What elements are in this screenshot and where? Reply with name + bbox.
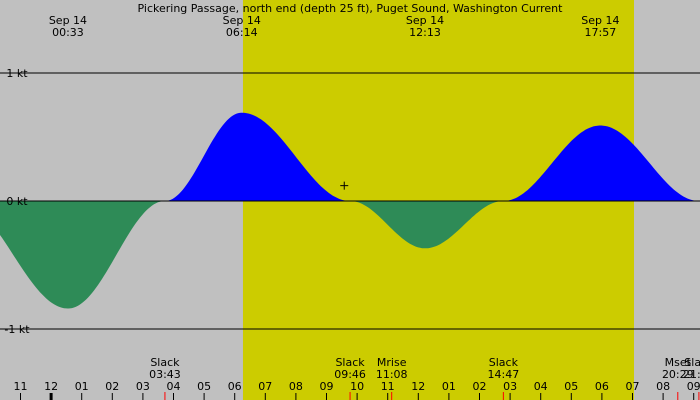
event-time-label: 11:08	[376, 368, 408, 381]
extremum-date-label: Sep 14	[406, 14, 444, 27]
hour-tick-label: 03	[503, 380, 517, 393]
hour-tick-label: 12	[411, 380, 425, 393]
event-time-label: 09:46	[334, 368, 366, 381]
event-name-label: Mset	[665, 356, 692, 369]
hour-tick-label: 02	[105, 380, 119, 393]
event-time-label: 21:10	[683, 368, 700, 381]
event-time-label: 14:47	[488, 368, 520, 381]
hour-tick-label: 11	[14, 380, 28, 393]
extremum-date-label: Sep 14	[581, 14, 619, 27]
event-time-label: 20:29	[662, 368, 694, 381]
ebb-area	[0, 201, 165, 309]
hour-tick-label: 10	[350, 380, 364, 393]
hour-tick-label: 09	[320, 380, 334, 393]
event-name-label: Slack	[684, 356, 700, 369]
extremum-date-label: Sep 14	[49, 14, 87, 27]
hour-tick-label: 02	[473, 380, 487, 393]
chart-title: Pickering Passage, north end (depth 25 f…	[138, 2, 564, 15]
hour-tick-label: 06	[228, 380, 242, 393]
extremum-time-label: 17:57	[585, 26, 617, 39]
extremum-time-label: 12:13	[409, 26, 441, 39]
hour-tick-label: 11	[381, 380, 395, 393]
hour-tick-label: 04	[167, 380, 181, 393]
hour-tick-label: 06	[595, 380, 609, 393]
hour-tick-label: 03	[136, 380, 150, 393]
hour-tick-label: 07	[258, 380, 272, 393]
hour-tick-label: 01	[442, 380, 456, 393]
hour-tick-label: 09	[687, 380, 700, 393]
hour-tick-label: 07	[626, 380, 640, 393]
ebb-area	[350, 201, 504, 249]
event-name-label: Slack	[335, 356, 365, 369]
extremum-date-label: Sep 14	[223, 14, 261, 27]
hour-tick-label: 01	[75, 380, 89, 393]
extremum-time-label: 06:14	[226, 26, 258, 39]
y-tick-label: -1 kt	[4, 323, 30, 336]
hour-tick-label: 05	[564, 380, 578, 393]
hour-tick-label: 08	[289, 380, 303, 393]
hour-tick-label: 04	[534, 380, 548, 393]
hour-tick-label: 05	[197, 380, 211, 393]
event-time-label: 03:43	[149, 368, 181, 381]
extremum-time-label: 00:33	[52, 26, 84, 39]
flood-area	[164, 112, 351, 201]
event-name-label: Slack	[489, 356, 519, 369]
hour-tick-label: 12	[44, 380, 58, 393]
event-name-label: Mrise	[377, 356, 407, 369]
y-tick-label: 1 kt	[6, 67, 28, 80]
event-name-label: Slack	[150, 356, 180, 369]
y-tick-label: 0 kt	[6, 195, 28, 208]
hour-tick-label: 08	[656, 380, 670, 393]
flood-area	[503, 125, 699, 201]
